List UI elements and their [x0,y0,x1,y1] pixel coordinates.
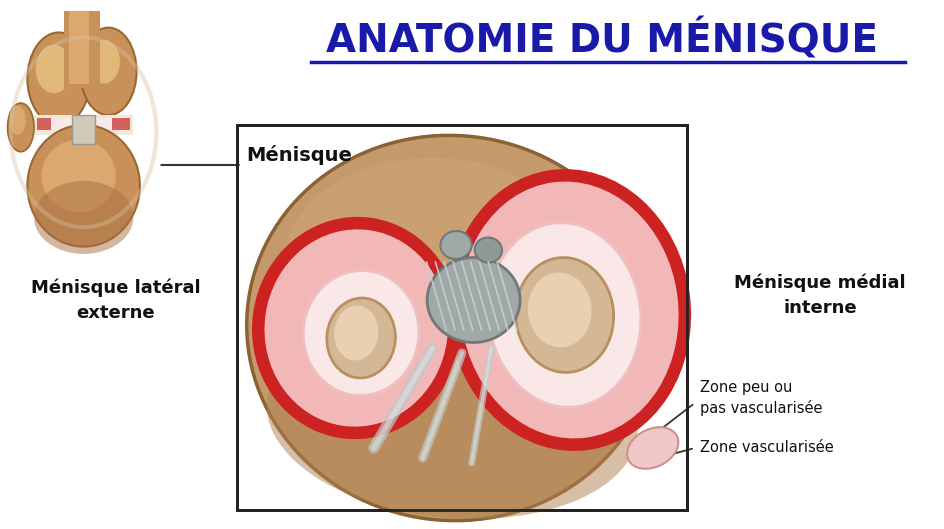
Text: Ménisque: Ménisque [246,145,352,165]
Text: Zone vascularisée: Zone vascularisée [699,441,833,455]
Bar [87,117,111,130]
Bar [37,117,129,130]
Ellipse shape [80,28,137,115]
Ellipse shape [474,238,501,262]
Ellipse shape [8,103,34,152]
Bar [64,11,100,88]
Bar [237,125,686,510]
Ellipse shape [393,143,511,233]
Bar [34,115,133,135]
Ellipse shape [258,223,454,433]
Ellipse shape [36,44,72,93]
Ellipse shape [454,175,684,445]
Ellipse shape [515,258,613,372]
Ellipse shape [285,158,579,358]
Ellipse shape [9,105,25,135]
Bar [72,115,95,144]
Ellipse shape [427,258,519,342]
Ellipse shape [42,140,116,213]
Ellipse shape [27,32,91,125]
Ellipse shape [266,317,637,519]
Ellipse shape [327,298,395,378]
Ellipse shape [246,135,657,521]
Text: Ménisque médial
interne: Ménisque médial interne [733,273,905,317]
Ellipse shape [440,231,471,259]
Ellipse shape [303,270,418,396]
Ellipse shape [488,223,640,407]
Ellipse shape [528,272,591,348]
Ellipse shape [334,306,378,360]
Text: ANATOMIE DU MÉNISQUE: ANATOMIE DU MÉNISQUE [326,19,877,61]
Ellipse shape [87,40,120,84]
Ellipse shape [34,181,133,254]
Text: Zone peu ou
pas vascularisée: Zone peu ou pas vascularisée [699,380,821,416]
Ellipse shape [27,125,140,247]
Ellipse shape [627,427,678,469]
Bar [237,125,686,510]
Text: Ménisque latéral
externe: Ménisque latéral externe [30,278,200,322]
Bar [51,117,76,130]
Bar [69,11,89,84]
